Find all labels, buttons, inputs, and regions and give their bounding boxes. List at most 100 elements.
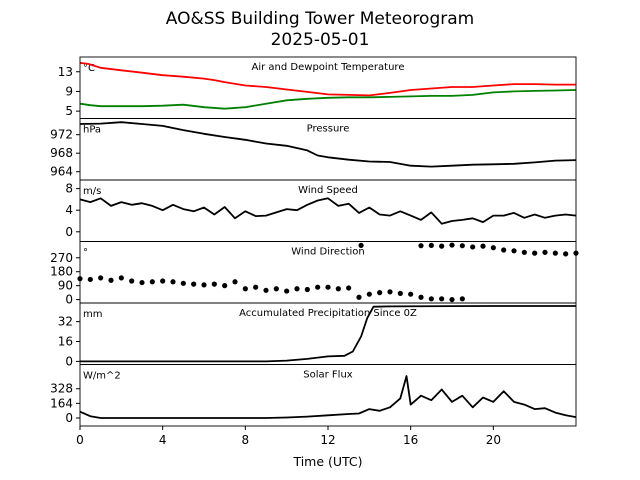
series-line [79, 375, 577, 419]
data-point [222, 283, 228, 289]
panel-title: Wind Speed [298, 185, 358, 196]
y-tick-label: 328 [50, 382, 73, 396]
data-point [98, 275, 104, 281]
unit-label: hPa [83, 125, 101, 136]
data-point [418, 243, 424, 249]
data-point [428, 296, 434, 302]
data-point [108, 277, 114, 283]
data-point [428, 242, 434, 248]
panel-5: Accumulated Precipitation Since 0Z mm 0 16 3… [58, 302, 577, 368]
y-tick-label: 90 [58, 279, 73, 293]
x-tick-label: 16 [403, 433, 418, 447]
y-tick-label: 180 [50, 265, 73, 279]
x-axis: 0 4 8 12 16 20 [76, 426, 501, 447]
y-tick-label: 0 [65, 225, 73, 239]
data-point [315, 284, 321, 290]
series-line [79, 89, 577, 110]
unit-label: ° [83, 248, 88, 259]
series-line [80, 305, 576, 363]
data-point [180, 280, 186, 286]
x-axis-label: Time (UTC) [292, 454, 362, 469]
data-point [118, 275, 124, 281]
panel-title: Wind Direction [291, 247, 365, 258]
data-point [273, 286, 279, 292]
data-point [439, 296, 445, 302]
y-tick-label: 964 [50, 165, 73, 179]
y-tick-label: 4 [65, 203, 73, 217]
data-point [358, 242, 364, 248]
data-point [346, 285, 352, 291]
y-tick-label: 9 [65, 84, 73, 98]
unit-label: °C [83, 63, 95, 74]
data-point [459, 243, 465, 249]
y-tick-label: 0 [65, 354, 73, 368]
data-point [160, 278, 166, 284]
panels-group: Air and Dewpoint Temperature °C 5 9 13 Pressu… [50, 56, 579, 427]
data-point [242, 286, 248, 292]
data-point [356, 294, 362, 300]
figure-date: 2025-05-01 [271, 30, 370, 50]
y-tick-label: 32 [58, 315, 73, 329]
y-tick-label: 0 [65, 411, 73, 425]
data-point [129, 278, 135, 284]
data-point [325, 284, 331, 290]
series-line [79, 121, 577, 168]
data-point [459, 296, 465, 302]
series-line [79, 197, 577, 225]
y-tick-label: 0 [65, 293, 73, 307]
data-point [263, 287, 269, 293]
data-point [149, 279, 155, 285]
x-tick-label: 0 [76, 433, 84, 447]
y-tick-label: 13 [58, 65, 73, 79]
x-tick-label: 8 [242, 433, 250, 447]
data-point [532, 250, 538, 256]
x-tick-label: 12 [320, 433, 335, 447]
series-line [79, 62, 576, 97]
data-point [408, 291, 414, 297]
data-point [211, 281, 217, 287]
data-point [480, 243, 486, 249]
data-point [439, 243, 445, 249]
y-tick-label: 968 [50, 146, 73, 160]
data-point [366, 291, 372, 297]
data-point [87, 276, 93, 283]
data-point [201, 282, 207, 288]
data-point [501, 247, 507, 253]
unit-label: m/s [83, 186, 101, 197]
data-point [418, 294, 424, 300]
data-point [294, 286, 300, 292]
panel-1: Air and Dewpoint Temperature °C 5 9 13 [58, 56, 577, 119]
data-point [377, 290, 383, 296]
data-point [139, 279, 145, 286]
y-tick-label: 164 [50, 396, 73, 410]
data-point [304, 286, 310, 293]
panel-title: Pressure [307, 124, 350, 135]
data-point [191, 281, 197, 287]
data-point [284, 288, 290, 294]
data-point [449, 242, 455, 248]
panel-title: Solar Flux [303, 370, 353, 381]
data-point [170, 279, 176, 285]
unit-label: W/m^2 [83, 371, 121, 382]
data-point [253, 284, 259, 290]
x-tick-label: 4 [159, 433, 167, 447]
panel-title: Accumulated Precipitation Since 0Z [239, 308, 417, 319]
y-tick-label: 8 [65, 182, 73, 196]
y-tick-label: 972 [50, 128, 73, 142]
data-point [542, 249, 548, 255]
data-point [521, 249, 527, 255]
figure-title: AO&SS Building Tower Meteorogram [166, 9, 474, 29]
data-point [387, 289, 393, 295]
data-point [511, 248, 517, 254]
data-point [449, 296, 455, 303]
data-point [470, 244, 476, 250]
data-point [552, 250, 558, 256]
unit-label: mm [83, 309, 102, 320]
data-point [335, 286, 341, 292]
panel-title: Air and Dewpoint Temperature [252, 62, 405, 73]
y-tick-label: 5 [65, 104, 73, 118]
data-point [490, 245, 496, 251]
